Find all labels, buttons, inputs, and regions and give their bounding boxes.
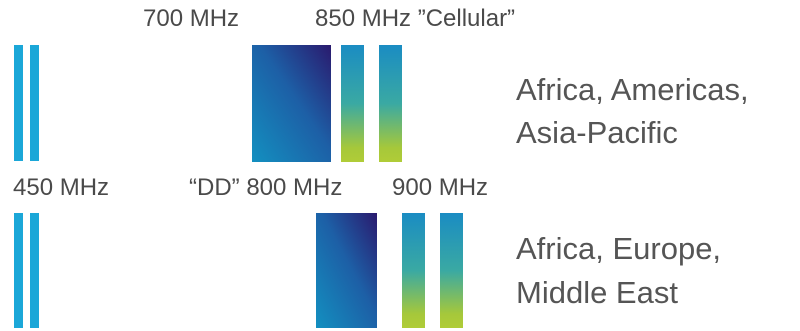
thin-bar-top-left-2 [30, 45, 39, 161]
label-850-mhz-cellular: 850 MHz ”Cellular” [315, 5, 516, 32]
thin-bar-bottom-left-2 [30, 213, 39, 328]
label-700-mhz: 700 MHz [143, 5, 240, 32]
thin-bar-top-left-1 [14, 45, 23, 161]
strip-850-mhz-a [341, 45, 364, 162]
label-900-mhz: 900 MHz [392, 174, 489, 201]
strip-900-mhz-b [440, 213, 463, 328]
block-dd-800-mhz [316, 213, 377, 328]
label-450-mhz: 450 MHz [13, 174, 110, 201]
thin-bar-bottom-left-1 [14, 213, 23, 328]
block-700-mhz [252, 45, 331, 162]
region-bottom-line1: Africa, Europe, [516, 231, 722, 266]
region-bottom-line2: Middle East [516, 275, 678, 310]
label-dd-800-mhz: “DD” 800 MHz [189, 174, 343, 201]
region-top-line1: Africa, Americas, [516, 72, 749, 107]
strip-900-mhz-a [402, 213, 425, 328]
strip-850-mhz-b [379, 45, 402, 162]
region-top-line2: Asia-Pacific [516, 115, 678, 150]
